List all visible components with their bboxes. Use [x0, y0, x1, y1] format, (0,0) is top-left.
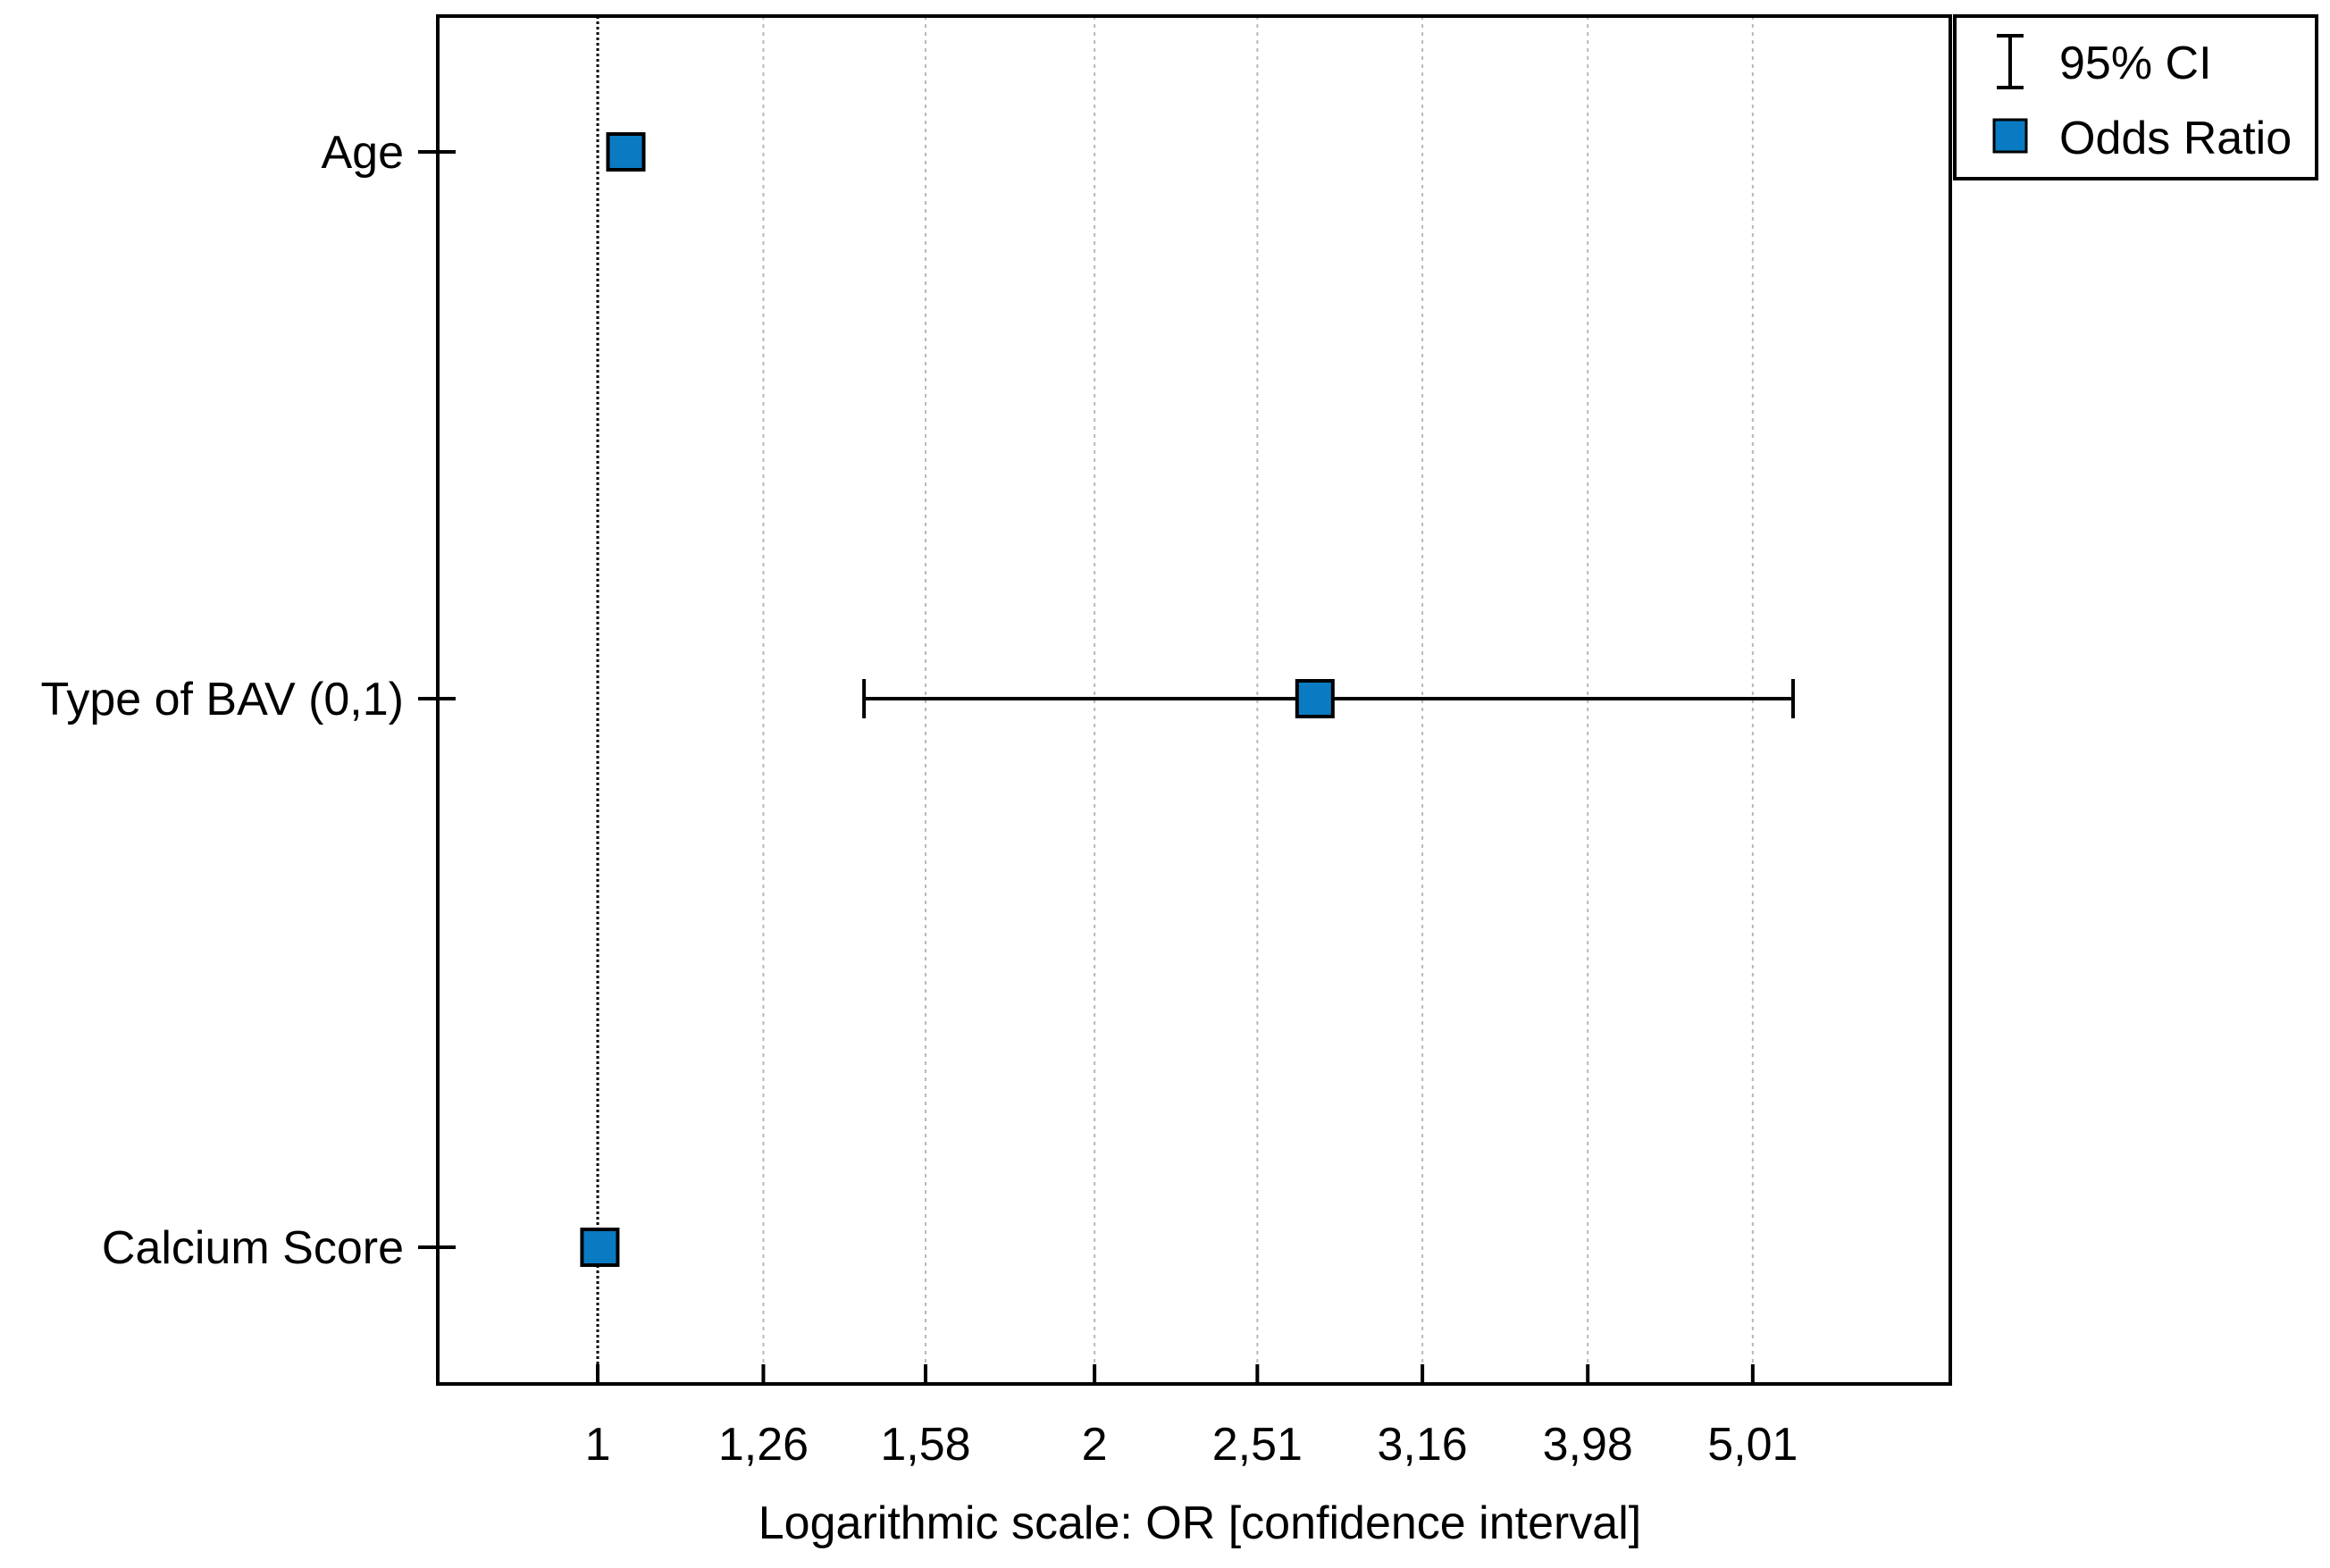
x-tick-label: 2 — [1082, 1419, 1108, 1471]
x-tick-label: 1,58 — [880, 1419, 970, 1471]
y-category-label: Type of BAV (0,1) — [40, 674, 404, 725]
odds-ratio-marker — [1295, 679, 1335, 718]
y-axis: Age Type of BAV (0,1) Calcium Score — [40, 127, 456, 1274]
x-tick-label: 3,98 — [1543, 1419, 1633, 1471]
x-tick-label: 1,26 — [718, 1419, 809, 1471]
x-tick-label: 2,51 — [1212, 1419, 1303, 1471]
legend-ci-label: 95% CI — [2059, 38, 2212, 89]
x-axis-title: Logarithmic scale: OR [confidence interv… — [759, 1497, 1641, 1549]
x-tick-label: 3,16 — [1378, 1419, 1468, 1471]
x-tick-label: 5,01 — [1707, 1419, 1798, 1471]
odds-ratio-marker — [606, 132, 646, 172]
legend-ci-symbol — [1997, 34, 2024, 89]
legend-or-label: Odds Ratio — [2059, 113, 2292, 164]
legend: 95% CI Odds Ratio — [1953, 14, 2318, 180]
odds-ratio-marker — [580, 1228, 620, 1267]
marks-layer — [580, 132, 1796, 1267]
y-category-label: Age — [321, 127, 404, 179]
x-axis: 1 1,26 1,58 2 2,51 3,16 3,98 5,01 — [585, 1364, 1798, 1471]
legend-or-symbol — [1992, 118, 2028, 154]
x-tick-label: 1 — [585, 1419, 611, 1471]
y-category-label: Calcium Score — [102, 1222, 404, 1274]
